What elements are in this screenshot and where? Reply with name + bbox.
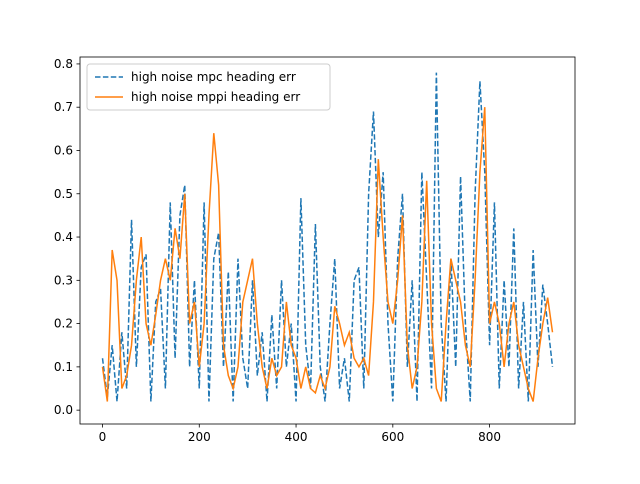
legend-label: high noise mpc heading err — [131, 70, 296, 84]
y-tick-label: 0.2 — [54, 317, 73, 331]
series-line — [101, 72, 554, 402]
series-line — [101, 107, 554, 402]
y-tick-label: 0.1 — [54, 360, 73, 374]
x-tick-label: 400 — [285, 430, 308, 444]
x-tick-label: 800 — [478, 430, 501, 444]
x-tick-label: 200 — [188, 430, 211, 444]
y-tick-label: 0.4 — [54, 230, 73, 244]
y-tick-label: 0.0 — [54, 403, 73, 417]
x-tick-label: 600 — [381, 430, 404, 444]
y-tick-label: 0.7 — [54, 100, 73, 114]
y-tick-label: 0.5 — [54, 187, 73, 201]
y-tick-label: 0.8 — [54, 57, 73, 71]
legend-box — [86, 63, 331, 111]
y-tick-label: 0.3 — [54, 273, 73, 287]
x-tick-label: 0 — [99, 430, 107, 444]
legend-label: high noise mppi heading err — [131, 90, 300, 104]
y-tick-label: 0.6 — [54, 143, 73, 157]
